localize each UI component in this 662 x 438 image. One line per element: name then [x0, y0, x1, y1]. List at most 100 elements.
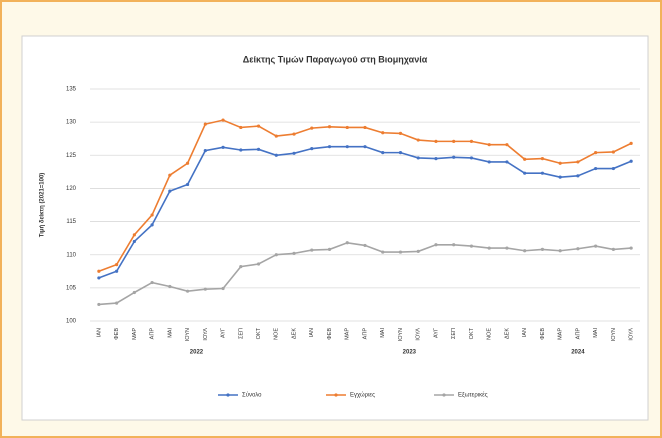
- x-tick-label: ΜΑΙ: [380, 328, 386, 338]
- point: [505, 246, 509, 250]
- point: [115, 301, 119, 305]
- x-tick-label: ΝΟΕ: [274, 328, 280, 340]
- point: [115, 263, 119, 267]
- point: [150, 280, 154, 285]
- point: [611, 247, 615, 252]
- point: [168, 284, 172, 289]
- point: [434, 157, 438, 161]
- point: [523, 249, 527, 253]
- y-tick-label: 135: [66, 87, 77, 93]
- x-tick-label: ΑΠΡ: [575, 328, 581, 340]
- point: [452, 139, 456, 143]
- point: [221, 118, 225, 122]
- point: [594, 151, 598, 155]
- point: [594, 244, 598, 248]
- x-tick-label: ΙΟΥΝ: [185, 328, 191, 341]
- x-tick-label: ΙΟΥΛ: [629, 328, 635, 341]
- point: [398, 151, 403, 155]
- point: [576, 160, 580, 164]
- chart-area: [21, 35, 649, 421]
- point: [256, 124, 261, 128]
- point: [363, 125, 367, 130]
- point: [239, 125, 243, 130]
- x-tick-label: ΙΑΝ: [96, 328, 102, 337]
- y-tick-label: 100: [66, 319, 77, 325]
- point: [558, 175, 562, 179]
- y-tick-label: 120: [66, 186, 77, 192]
- point: [540, 171, 545, 175]
- point: [487, 246, 491, 250]
- point: [203, 149, 207, 153]
- point: [398, 131, 403, 136]
- point: [327, 145, 332, 149]
- point: [487, 160, 491, 164]
- y-tick-label: 125: [66, 153, 77, 159]
- point: [629, 141, 633, 145]
- x-tick-label: ΜΑΡ: [558, 328, 564, 340]
- point: [523, 157, 527, 161]
- point: [221, 145, 225, 149]
- x-tick-label: ΔΕΚ: [291, 328, 297, 339]
- point: [150, 213, 154, 217]
- x-tick-label: ΔΕΚ: [504, 328, 510, 339]
- x-tick-label: ΦΕΒ: [540, 328, 546, 340]
- y-tick-label: 115: [66, 219, 76, 225]
- point: [469, 139, 474, 143]
- x-tick-label: ΙΟΥΝ: [611, 328, 617, 341]
- point: [363, 243, 367, 248]
- year-label: 2022: [190, 350, 204, 356]
- point: [576, 174, 580, 178]
- point: [310, 126, 314, 130]
- x-tick-label: ΑΠΡ: [150, 328, 156, 340]
- x-tick-label: ΜΑΡ: [345, 328, 351, 340]
- point: [434, 139, 438, 143]
- point: [363, 145, 367, 149]
- point: [115, 269, 119, 273]
- point: [132, 233, 136, 237]
- point: [97, 302, 101, 307]
- y-axis-label: Τιμή δείκτη (2021=100): [40, 173, 46, 238]
- point: [203, 287, 207, 291]
- point: [239, 148, 243, 152]
- x-tick-label: ΑΠΡ: [362, 328, 368, 340]
- point: [274, 153, 278, 157]
- x-tick-label: ΙΑΝ: [309, 328, 315, 337]
- point: [469, 244, 474, 248]
- year-label: 2023: [403, 350, 417, 356]
- point: [256, 262, 261, 266]
- point: [434, 243, 438, 247]
- y-tick-label: 105: [66, 285, 77, 291]
- point: [611, 150, 615, 154]
- point: [292, 151, 296, 155]
- point: [97, 276, 101, 280]
- point: [292, 251, 296, 255]
- point: [576, 247, 580, 251]
- point: [523, 171, 527, 175]
- x-tick-label: ΜΑΙ: [167, 328, 173, 338]
- x-tick-label: ΙΟΥΛ: [416, 328, 422, 341]
- x-tick-label: ΦΕΒ: [327, 328, 333, 340]
- point: [540, 157, 545, 161]
- year-label: 2024: [571, 350, 585, 356]
- legend-label: Εγχώριες: [350, 393, 375, 399]
- y-tick-label: 110: [66, 252, 76, 258]
- point: [469, 156, 474, 160]
- x-tick-label: ΙΟΥΝ: [398, 328, 404, 341]
- point: [345, 145, 349, 149]
- legend-marker: [442, 393, 446, 397]
- point: [132, 239, 136, 244]
- point: [345, 125, 349, 130]
- point: [558, 249, 562, 253]
- point: [203, 122, 207, 126]
- x-tick-label: ΣΕΠ: [451, 328, 457, 339]
- point: [505, 160, 509, 164]
- x-tick-label: ΜΑΡ: [132, 328, 138, 340]
- point: [345, 241, 349, 245]
- point: [185, 182, 190, 187]
- point: [185, 289, 190, 293]
- x-tick-label: ΟΚΤ: [256, 327, 262, 339]
- point: [416, 249, 420, 253]
- point: [310, 147, 314, 151]
- point: [97, 269, 101, 273]
